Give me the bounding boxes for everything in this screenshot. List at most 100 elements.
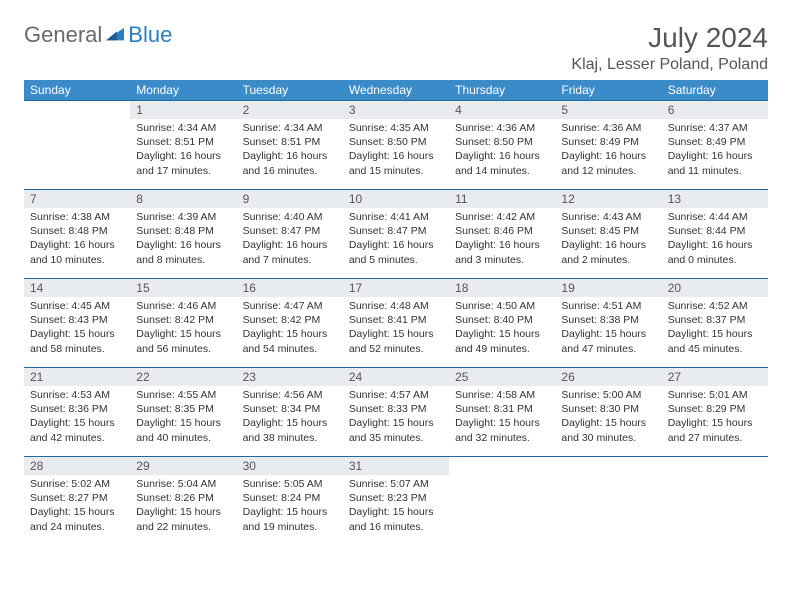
sunset-text: Sunset: 8:27 PM [30,491,124,505]
sunset-text: Sunset: 8:50 PM [455,135,549,149]
month-title: July 2024 [571,22,768,54]
sunset-text: Sunset: 8:31 PM [455,402,549,416]
day-number: 26 [555,368,661,386]
daylight-text: Daylight: 15 hours and 27 minutes. [668,416,762,444]
calendar-cell: 31Sunrise: 5:07 AMSunset: 8:23 PMDayligh… [343,457,449,546]
day-details: Sunrise: 4:46 AMSunset: 8:42 PMDaylight:… [130,297,236,360]
calendar-cell: 13Sunrise: 4:44 AMSunset: 8:44 PMDayligh… [662,190,768,279]
weekday-header: Friday [555,80,661,101]
sunrise-text: Sunrise: 4:38 AM [30,210,124,224]
sunset-text: Sunset: 8:44 PM [668,224,762,238]
day-details: Sunrise: 4:56 AMSunset: 8:34 PMDaylight:… [237,386,343,449]
sunrise-text: Sunrise: 4:53 AM [30,388,124,402]
sunset-text: Sunset: 8:51 PM [243,135,337,149]
daylight-text: Daylight: 15 hours and 52 minutes. [349,327,443,355]
daylight-text: Daylight: 15 hours and 38 minutes. [243,416,337,444]
daylight-text: Daylight: 16 hours and 16 minutes. [243,149,337,177]
day-details: Sunrise: 4:45 AMSunset: 8:43 PMDaylight:… [24,297,130,360]
day-details: Sunrise: 5:05 AMSunset: 8:24 PMDaylight:… [237,475,343,538]
calendar-cell: 1Sunrise: 4:34 AMSunset: 8:51 PMDaylight… [130,101,236,190]
daylight-text: Daylight: 16 hours and 12 minutes. [561,149,655,177]
calendar-cell: 24Sunrise: 4:57 AMSunset: 8:33 PMDayligh… [343,368,449,457]
day-number: 23 [237,368,343,386]
calendar-cell: .. [555,457,661,546]
calendar-page: General Blue July 2024 Klaj, Lesser Pola… [0,0,792,545]
weekday-header: Wednesday [343,80,449,101]
day-details: Sunrise: 5:02 AMSunset: 8:27 PMDaylight:… [24,475,130,538]
calendar-cell: 12Sunrise: 4:43 AMSunset: 8:45 PMDayligh… [555,190,661,279]
day-number: 7 [24,190,130,208]
weekday-header: Saturday [662,80,768,101]
sunrise-text: Sunrise: 4:45 AM [30,299,124,313]
brand-name-part1: General [24,22,102,48]
day-details: Sunrise: 4:42 AMSunset: 8:46 PMDaylight:… [449,208,555,271]
sunrise-text: Sunrise: 4:41 AM [349,210,443,224]
calendar-body: ..1Sunrise: 4:34 AMSunset: 8:51 PMDaylig… [24,101,768,546]
day-details: Sunrise: 4:48 AMSunset: 8:41 PMDaylight:… [343,297,449,360]
daylight-text: Daylight: 15 hours and 30 minutes. [561,416,655,444]
day-number: 30 [237,457,343,475]
day-details: Sunrise: 4:58 AMSunset: 8:31 PMDaylight:… [449,386,555,449]
sunset-text: Sunset: 8:26 PM [136,491,230,505]
day-number: 8 [130,190,236,208]
day-number: 2 [237,101,343,119]
calendar-cell: 11Sunrise: 4:42 AMSunset: 8:46 PMDayligh… [449,190,555,279]
sunrise-text: Sunrise: 4:34 AM [136,121,230,135]
calendar-cell: 29Sunrise: 5:04 AMSunset: 8:26 PMDayligh… [130,457,236,546]
day-details: Sunrise: 4:50 AMSunset: 8:40 PMDaylight:… [449,297,555,360]
day-details: Sunrise: 4:57 AMSunset: 8:33 PMDaylight:… [343,386,449,449]
day-number: 10 [343,190,449,208]
calendar-cell: 23Sunrise: 4:56 AMSunset: 8:34 PMDayligh… [237,368,343,457]
day-details: Sunrise: 5:01 AMSunset: 8:29 PMDaylight:… [662,386,768,449]
sunrise-text: Sunrise: 4:39 AM [136,210,230,224]
sunset-text: Sunset: 8:40 PM [455,313,549,327]
sunrise-text: Sunrise: 4:35 AM [349,121,443,135]
sunrise-text: Sunrise: 4:50 AM [455,299,549,313]
sunset-text: Sunset: 8:37 PM [668,313,762,327]
sunset-text: Sunset: 8:34 PM [243,402,337,416]
sunrise-text: Sunrise: 4:55 AM [136,388,230,402]
calendar-week-row: 7Sunrise: 4:38 AMSunset: 8:48 PMDaylight… [24,190,768,279]
sunset-text: Sunset: 8:48 PM [136,224,230,238]
calendar-cell: 25Sunrise: 4:58 AMSunset: 8:31 PMDayligh… [449,368,555,457]
sunset-text: Sunset: 8:49 PM [668,135,762,149]
sunset-text: Sunset: 8:24 PM [243,491,337,505]
day-number: 4 [449,101,555,119]
sunset-text: Sunset: 8:30 PM [561,402,655,416]
sunrise-text: Sunrise: 4:52 AM [668,299,762,313]
day-details: Sunrise: 4:52 AMSunset: 8:37 PMDaylight:… [662,297,768,360]
daylight-text: Daylight: 16 hours and 0 minutes. [668,238,762,266]
day-number: 28 [24,457,130,475]
day-number: 11 [449,190,555,208]
day-details: Sunrise: 4:41 AMSunset: 8:47 PMDaylight:… [343,208,449,271]
sunset-text: Sunset: 8:51 PM [136,135,230,149]
daylight-text: Daylight: 16 hours and 11 minutes. [668,149,762,177]
day-number: 14 [24,279,130,297]
daylight-text: Daylight: 16 hours and 7 minutes. [243,238,337,266]
weekday-header: Tuesday [237,80,343,101]
day-details: Sunrise: 4:34 AMSunset: 8:51 PMDaylight:… [237,119,343,182]
day-details: Sunrise: 4:55 AMSunset: 8:35 PMDaylight:… [130,386,236,449]
sunset-text: Sunset: 8:33 PM [349,402,443,416]
day-number: 1 [130,101,236,119]
calendar-table: SundayMondayTuesdayWednesdayThursdayFrid… [24,80,768,545]
daylight-text: Daylight: 15 hours and 47 minutes. [561,327,655,355]
daylight-text: Daylight: 15 hours and 56 minutes. [136,327,230,355]
sunrise-text: Sunrise: 4:36 AM [561,121,655,135]
day-number: 6 [662,101,768,119]
day-number: 31 [343,457,449,475]
calendar-cell: 15Sunrise: 4:46 AMSunset: 8:42 PMDayligh… [130,279,236,368]
daylight-text: Daylight: 15 hours and 19 minutes. [243,505,337,533]
day-number: 9 [237,190,343,208]
day-details: Sunrise: 4:35 AMSunset: 8:50 PMDaylight:… [343,119,449,182]
day-details: Sunrise: 4:53 AMSunset: 8:36 PMDaylight:… [24,386,130,449]
daylight-text: Daylight: 16 hours and 3 minutes. [455,238,549,266]
daylight-text: Daylight: 16 hours and 8 minutes. [136,238,230,266]
sunset-text: Sunset: 8:35 PM [136,402,230,416]
calendar-cell: 6Sunrise: 4:37 AMSunset: 8:49 PMDaylight… [662,101,768,190]
day-number: 16 [237,279,343,297]
calendar-cell: 16Sunrise: 4:47 AMSunset: 8:42 PMDayligh… [237,279,343,368]
day-number: 13 [662,190,768,208]
calendar-cell: 21Sunrise: 4:53 AMSunset: 8:36 PMDayligh… [24,368,130,457]
day-details: Sunrise: 4:36 AMSunset: 8:50 PMDaylight:… [449,119,555,182]
